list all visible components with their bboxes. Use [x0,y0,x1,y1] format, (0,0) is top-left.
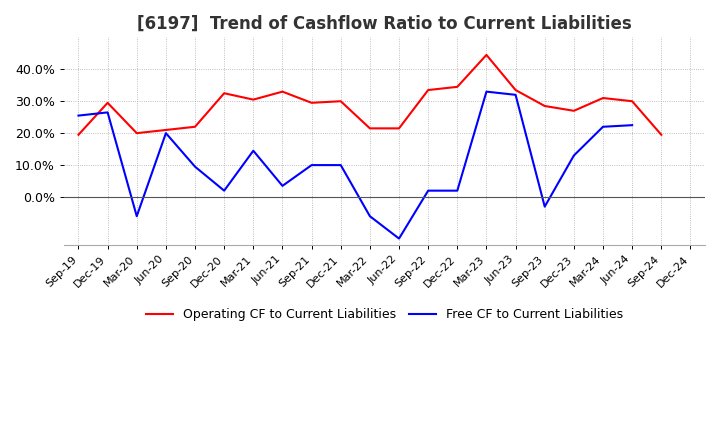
Free CF to Current Liabilities [249,148,258,154]
Free CF to Current Liabilities [307,162,316,168]
Operating CF to Current Liabilities [599,95,608,101]
Free CF to Current Liabilities [482,89,491,94]
Free CF to Current Liabilities [161,131,170,136]
Legend: Operating CF to Current Liabilities, Free CF to Current Liabilities: Operating CF to Current Liabilities, Fre… [140,303,629,326]
Free CF to Current Liabilities [453,188,462,193]
Free CF to Current Liabilities [628,122,636,128]
Operating CF to Current Liabilities [366,126,374,131]
Operating CF to Current Liabilities [132,131,141,136]
Free CF to Current Liabilities [336,162,345,168]
Operating CF to Current Liabilities [657,132,665,137]
Free CF to Current Liabilities [220,188,228,193]
Operating CF to Current Liabilities [249,97,258,102]
Operating CF to Current Liabilities [570,108,578,114]
Operating CF to Current Liabilities [278,89,287,94]
Free CF to Current Liabilities [570,153,578,158]
Free CF to Current Liabilities [366,213,374,219]
Title: [6197]  Trend of Cashflow Ratio to Current Liabilities: [6197] Trend of Cashflow Ratio to Curren… [137,15,632,33]
Operating CF to Current Liabilities [453,84,462,89]
Free CF to Current Liabilities [599,124,608,129]
Operating CF to Current Liabilities [307,100,316,106]
Operating CF to Current Liabilities [424,88,433,93]
Operating CF to Current Liabilities [103,100,112,106]
Operating CF to Current Liabilities [191,124,199,129]
Free CF to Current Liabilities [424,188,433,193]
Operating CF to Current Liabilities [628,99,636,104]
Free CF to Current Liabilities [74,113,83,118]
Free CF to Current Liabilities [511,92,520,98]
Line: Operating CF to Current Liabilities: Operating CF to Current Liabilities [78,55,661,135]
Operating CF to Current Liabilities [395,126,403,131]
Operating CF to Current Liabilities [541,103,549,109]
Free CF to Current Liabilities [132,213,141,219]
Free CF to Current Liabilities [103,110,112,115]
Line: Free CF to Current Liabilities: Free CF to Current Liabilities [78,92,632,238]
Operating CF to Current Liabilities [161,127,170,132]
Free CF to Current Liabilities [395,236,403,241]
Operating CF to Current Liabilities [511,88,520,93]
Operating CF to Current Liabilities [482,52,491,58]
Operating CF to Current Liabilities [74,132,83,137]
Operating CF to Current Liabilities [336,99,345,104]
Free CF to Current Liabilities [191,164,199,169]
Free CF to Current Liabilities [278,183,287,188]
Free CF to Current Liabilities [541,204,549,209]
Operating CF to Current Liabilities [220,91,228,96]
